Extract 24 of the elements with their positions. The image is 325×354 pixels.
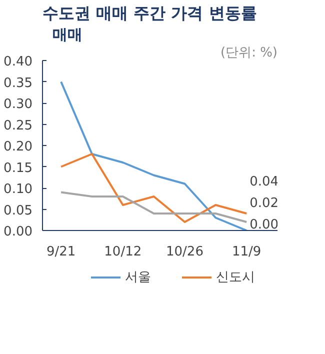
x-tick-label: 9/21 [46, 244, 76, 260]
data-label: 0.04 [250, 174, 279, 190]
text: (단위: %) [220, 46, 278, 60]
x-tick-label: 10/12 [104, 244, 142, 260]
data-label: 0.02 [250, 196, 279, 211]
legend-label: 서울 [125, 269, 151, 286]
line-series [60, 153, 248, 223]
x-tick-label: 11/9 [232, 244, 262, 260]
y-tick-label: 0.00 [4, 224, 33, 240]
y-tick-label: 0.20 [4, 140, 33, 154]
y-tick-label: 0.35 [4, 76, 33, 91]
y-tick-label: 0.15 [4, 160, 33, 176]
y-tick-label: 0.05 [4, 203, 33, 218]
y-tick-label: 0.40 [4, 54, 33, 70]
line-series [60, 80, 248, 230]
chart-title: 수도권 매매 주간 가격 변동률 [42, 4, 257, 22]
data-label: 0.00 [250, 218, 279, 232]
chart-subtitle: 매매 [52, 26, 82, 44]
y-tick-label: 0.30 [4, 97, 33, 112]
x-tick-label: 10/26 [166, 244, 204, 260]
legend-label: 신도시 [216, 269, 255, 286]
y-tick-label: 0.25 [4, 118, 33, 134]
y-tick-label: 0.10 [4, 182, 33, 197]
line-series [60, 191, 248, 223]
